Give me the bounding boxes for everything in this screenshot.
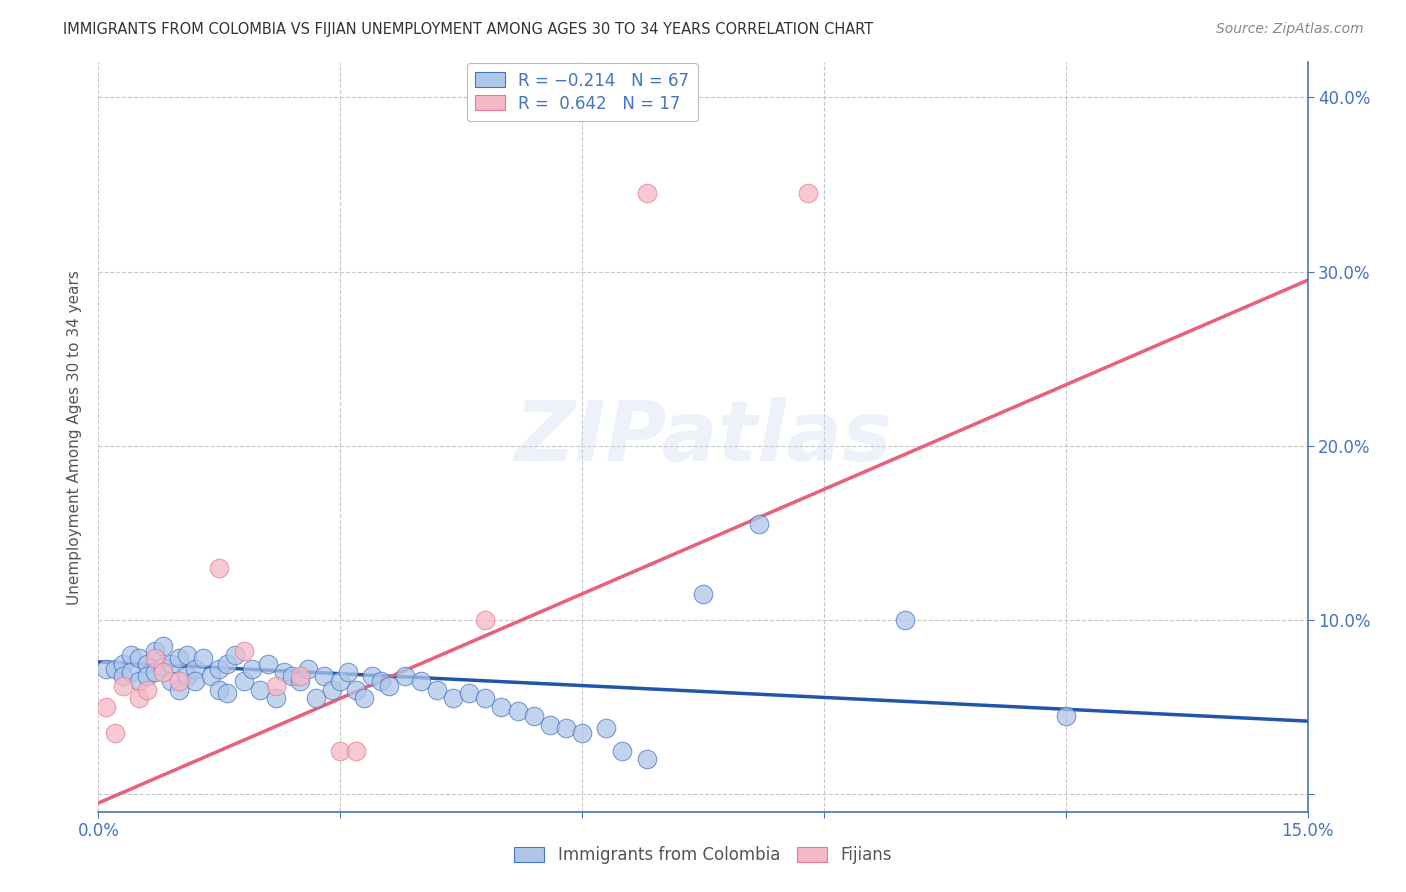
Point (208, 682, 231, 697)
Point (361, 669, 384, 683)
Point (636, 752, 658, 766)
Point (120, 648, 142, 662)
Point (692, 587, 714, 601)
Point (264, 691, 287, 706)
Point (135, 669, 157, 683)
Point (474, 613, 496, 627)
Point (240, 662, 263, 676)
Text: ZIPatlas: ZIPatlas (515, 397, 891, 477)
Point (1054, 709, 1077, 723)
Point (491, 700, 513, 714)
Point (111, 679, 134, 693)
Point (288, 669, 311, 683)
Point (394, 669, 416, 683)
Point (128, 651, 150, 665)
Point (208, 561, 231, 575)
Point (103, 726, 125, 740)
Point (193, 651, 215, 665)
Point (184, 662, 207, 676)
Point (314, 669, 336, 683)
Point (103, 662, 125, 676)
Point (135, 657, 157, 671)
Point (636, 186, 658, 201)
Point (370, 673, 392, 688)
Point (797, 186, 820, 201)
Point (167, 651, 190, 665)
Point (523, 709, 546, 723)
Point (160, 673, 183, 688)
Point (329, 673, 352, 688)
Point (143, 665, 166, 680)
Point (748, 517, 770, 532)
Point (264, 679, 287, 693)
Point (426, 682, 449, 697)
Text: Source: ZipAtlas.com: Source: ZipAtlas.com (1216, 22, 1364, 37)
Point (184, 673, 207, 688)
Point (458, 686, 481, 700)
Point (256, 657, 278, 671)
Point (506, 704, 529, 718)
Point (200, 669, 222, 683)
Point (441, 691, 464, 706)
Point (152, 660, 174, 674)
Point (143, 651, 166, 665)
Point (208, 662, 231, 676)
Point (143, 644, 166, 658)
Point (337, 665, 360, 680)
Point (224, 648, 246, 662)
Y-axis label: Unemployment Among Ages 30 to 34 years: Unemployment Among Ages 30 to 34 years (67, 269, 83, 605)
Point (111, 669, 134, 683)
Point (538, 717, 561, 731)
Point (96, 662, 118, 676)
Point (344, 682, 367, 697)
Point (152, 639, 174, 653)
Point (555, 721, 578, 735)
Point (595, 721, 617, 735)
Point (474, 691, 496, 706)
Point (377, 679, 399, 693)
Point (353, 691, 375, 706)
Point (232, 673, 254, 688)
Point (281, 669, 304, 683)
Point (273, 665, 295, 680)
Point (249, 682, 271, 697)
Point (321, 682, 343, 697)
Point (344, 744, 367, 758)
Point (152, 665, 174, 680)
Point (111, 657, 134, 671)
Point (217, 657, 239, 671)
Point (571, 726, 593, 740)
Text: IMMIGRANTS FROM COLOMBIA VS FIJIAN UNEMPLOYMENT AMONG AGES 30 TO 34 YEARS CORREL: IMMIGRANTS FROM COLOMBIA VS FIJIAN UNEMP… (63, 22, 873, 37)
Point (217, 686, 239, 700)
Point (305, 691, 328, 706)
Point (167, 682, 190, 697)
Point (128, 673, 150, 688)
Point (176, 648, 198, 662)
Point (893, 613, 915, 627)
Point (329, 744, 352, 758)
Point (96, 700, 118, 714)
Point (160, 657, 183, 671)
Point (297, 662, 319, 676)
Point (288, 673, 311, 688)
Point (120, 665, 142, 680)
Legend: Immigrants from Colombia, Fijians: Immigrants from Colombia, Fijians (508, 839, 898, 871)
Point (135, 682, 157, 697)
Point (128, 691, 150, 706)
Point (409, 673, 432, 688)
Point (612, 744, 634, 758)
Point (176, 669, 198, 683)
Point (232, 644, 254, 658)
Point (167, 673, 190, 688)
